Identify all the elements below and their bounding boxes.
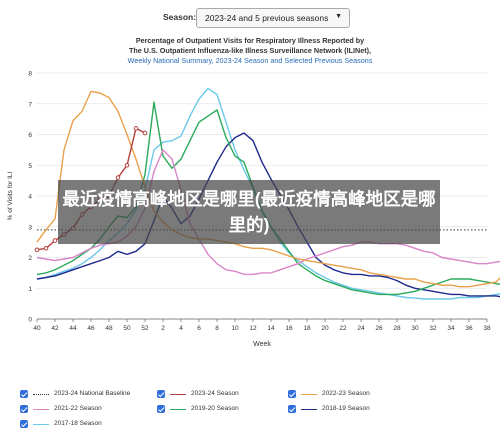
x-tick-label: 36 [465, 325, 473, 332]
x-tick-label: 10 [231, 325, 239, 332]
legend-swatch [170, 409, 186, 410]
data-point [34, 247, 40, 253]
chart-title: Percentage of Outpatient Visits for Resp… [0, 36, 500, 66]
legend-label: 2019-20 Season [191, 405, 239, 412]
data-point [43, 245, 49, 251]
x-tick-label: 42 [51, 325, 59, 332]
legend-swatch [33, 394, 49, 395]
watermark-text: 最近疫情高峰地区是哪里(最近疫情高峰地区是哪里的) [62, 189, 436, 235]
y-tick-label: 0 [28, 317, 32, 324]
x-tick-label: 28 [393, 325, 401, 332]
checkbox-icon[interactable] [20, 390, 28, 398]
x-tick-label: 8 [215, 325, 219, 332]
y-tick-label: 4 [28, 194, 32, 201]
legend-swatch [301, 394, 317, 395]
checkbox-icon[interactable] [157, 405, 165, 413]
chart-subtitle-link[interactable]: Weekly National Summary, 2023-24 Season … [127, 56, 373, 65]
x-tick-label: 18 [303, 325, 311, 332]
x-tick-label: 32 [429, 325, 437, 332]
season-select-value: 2023-24 and 5 previous seasons [205, 13, 329, 23]
watermark-overlay [58, 180, 440, 244]
x-tick-label: 16 [285, 325, 293, 332]
x-tick-label: 2 [161, 325, 165, 332]
x-tick-label: 52 [141, 325, 149, 332]
legend-swatch [33, 424, 49, 425]
x-tick-label: 46 [87, 325, 95, 332]
season-selector-row: Season: 2023-24 and 5 previous seasons ▼ [0, 8, 500, 30]
season-select[interactable]: 2023-24 and 5 previous seasons ▼ [196, 8, 350, 28]
series-line-2022-23 [36, 90, 500, 288]
x-tick-label: 34 [447, 325, 455, 332]
x-tick-label: 6 [197, 325, 201, 332]
x-tick-label: 12 [249, 325, 257, 332]
series-line-2018-19 [36, 132, 500, 298]
data-point [52, 238, 58, 243]
y-tick-label: 1 [28, 286, 32, 293]
checkbox-icon[interactable] [157, 390, 165, 398]
chart-title-line1: Percentage of Outpatient Visits for Resp… [135, 36, 365, 45]
x-tick-label: 38 [483, 325, 491, 332]
y-tick-label: 7 [28, 101, 32, 108]
legend-label: 2018-19 Season [322, 405, 370, 412]
x-tick-label: 22 [339, 325, 347, 332]
data-point [115, 175, 121, 180]
legend-swatch [33, 409, 49, 410]
y-tick-label: 8 [28, 71, 32, 78]
x-axis-title: Week [253, 341, 271, 348]
legend-label: 2022-23 Season [322, 390, 370, 397]
legend-label: 2023-24 National Baseline [54, 390, 131, 397]
legend-swatch [301, 409, 317, 410]
legend-label: 2021-22 Season [54, 405, 102, 412]
legend-label: 2017-18 Season [54, 420, 102, 427]
x-tick-label: 40 [33, 325, 41, 332]
checkbox-icon[interactable] [20, 420, 28, 428]
x-tick-label: 30 [411, 325, 419, 332]
x-tick-label: 26 [375, 325, 383, 332]
data-point [124, 162, 130, 168]
checkbox-icon[interactable] [288, 405, 296, 413]
y-tick-label: 6 [28, 132, 32, 139]
y-tick-label: 5 [28, 163, 32, 170]
checkbox-icon[interactable] [20, 405, 28, 413]
data-point [133, 126, 139, 131]
data-point [142, 130, 148, 136]
checkbox-icon[interactable] [288, 390, 296, 398]
x-tick-label: 48 [105, 325, 113, 332]
x-tick-label: 44 [69, 325, 77, 332]
x-tick-label: 24 [357, 325, 365, 332]
legend-swatch [170, 394, 186, 395]
season-label: Season: [163, 12, 197, 22]
chevron-down-icon: ▼ [335, 13, 342, 20]
x-tick-label: 20 [321, 325, 329, 332]
x-tick-label: 14 [267, 325, 275, 332]
y-tick-label: 3 [28, 224, 32, 231]
legend-label: 2023-24 Season [191, 390, 239, 397]
y-axis-title: % of Visits for ILI [7, 171, 14, 220]
y-tick-label: 2 [28, 255, 32, 262]
chart-title-line2: The U.S. Outpatient Influenza-like Illne… [128, 46, 372, 55]
x-tick-label: 50 [123, 325, 131, 332]
x-tick-label: 4 [179, 325, 183, 332]
